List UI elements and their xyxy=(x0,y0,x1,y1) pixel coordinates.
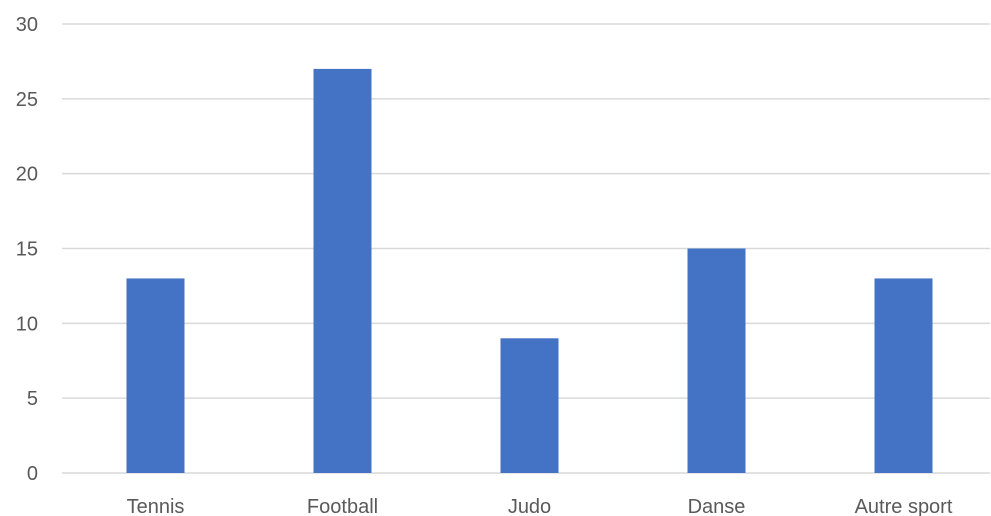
y-tick-label-10: 10 xyxy=(16,313,38,335)
bar-football xyxy=(313,68,372,474)
x-category-label-autre-sport: Autre sport xyxy=(855,496,953,516)
x-category-label-football: Football xyxy=(307,496,378,516)
y-tick-label-0: 0 xyxy=(27,463,38,485)
x-category-label-tennis: Tennis xyxy=(127,496,185,516)
y-tick-label-30: 30 xyxy=(16,14,38,36)
bar-tennis xyxy=(126,278,185,473)
gridlines xyxy=(62,23,990,474)
y-tick-label-25: 25 xyxy=(16,89,38,111)
bar-autre-sport xyxy=(874,278,933,473)
y-axis-tick-labels: 0 5 10 15 20 25 30 xyxy=(16,14,38,485)
y-tick-label-15: 15 xyxy=(16,239,38,261)
x-category-label-danse: Danse xyxy=(688,496,746,516)
x-category-label-judo: Judo xyxy=(508,496,551,516)
bar-danse xyxy=(687,248,746,473)
y-tick-label-20: 20 xyxy=(16,164,38,186)
y-tick-label-5: 5 xyxy=(27,388,38,410)
bars xyxy=(126,68,933,474)
bar-judo xyxy=(500,338,559,473)
x-axis-category-labels: Tennis Football Judo Danse Autre sport xyxy=(127,496,953,516)
